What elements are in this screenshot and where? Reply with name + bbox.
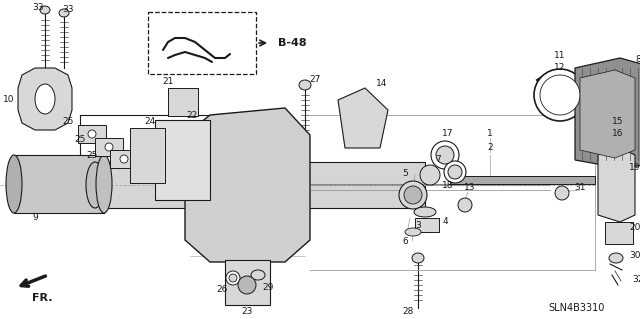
Ellipse shape: [120, 155, 128, 163]
Ellipse shape: [238, 276, 256, 294]
Polygon shape: [580, 70, 635, 158]
Text: 4: 4: [442, 218, 448, 226]
Text: 25: 25: [74, 136, 86, 145]
Ellipse shape: [540, 75, 580, 115]
Ellipse shape: [405, 228, 421, 236]
Ellipse shape: [251, 270, 265, 280]
Bar: [605, 222, 633, 244]
Bar: [110, 150, 138, 168]
Polygon shape: [185, 108, 310, 262]
Bar: [130, 128, 165, 183]
Ellipse shape: [226, 271, 240, 285]
Bar: [168, 88, 198, 116]
Text: 33: 33: [62, 5, 74, 14]
Ellipse shape: [86, 162, 104, 208]
Ellipse shape: [35, 84, 55, 114]
Ellipse shape: [609, 253, 623, 263]
Text: 21: 21: [163, 78, 173, 86]
Text: 1: 1: [487, 129, 493, 137]
Text: 14: 14: [376, 78, 388, 87]
Polygon shape: [18, 68, 72, 130]
Text: 33: 33: [32, 4, 44, 12]
Text: 20: 20: [629, 224, 640, 233]
Ellipse shape: [444, 161, 466, 183]
Text: 10: 10: [3, 94, 15, 103]
Ellipse shape: [88, 130, 96, 138]
Bar: [14, 155, 104, 213]
Bar: [95, 162, 425, 208]
Ellipse shape: [6, 155, 22, 213]
Text: 7: 7: [435, 155, 441, 165]
Polygon shape: [575, 58, 640, 168]
Text: 2: 2: [487, 144, 493, 152]
Text: 28: 28: [403, 308, 413, 316]
Text: 26: 26: [216, 286, 228, 294]
Text: 6: 6: [402, 238, 408, 247]
Polygon shape: [598, 148, 635, 222]
Text: 27: 27: [309, 76, 321, 85]
Bar: [148, 12, 256, 74]
Text: 24: 24: [145, 117, 156, 127]
Ellipse shape: [420, 165, 440, 185]
Bar: [415, 218, 439, 232]
Text: 11: 11: [554, 50, 566, 60]
Ellipse shape: [40, 6, 50, 14]
Ellipse shape: [414, 207, 436, 217]
Bar: [225, 260, 270, 305]
Text: SLN4B3310: SLN4B3310: [548, 303, 604, 313]
Text: 23: 23: [241, 308, 253, 316]
Text: 9: 9: [32, 213, 38, 222]
Text: 15: 15: [612, 117, 624, 127]
Bar: [450, 176, 595, 184]
Ellipse shape: [105, 143, 113, 151]
Ellipse shape: [436, 146, 454, 164]
Polygon shape: [338, 88, 388, 148]
Bar: [78, 125, 106, 143]
Ellipse shape: [59, 9, 69, 17]
Text: B-48: B-48: [278, 38, 307, 48]
Text: 19: 19: [629, 164, 640, 173]
Ellipse shape: [555, 186, 569, 200]
Text: 13: 13: [464, 183, 476, 192]
Text: 29: 29: [262, 284, 274, 293]
Ellipse shape: [96, 155, 112, 213]
Ellipse shape: [534, 69, 586, 121]
Text: 32: 32: [632, 276, 640, 285]
Ellipse shape: [299, 80, 311, 90]
Ellipse shape: [404, 186, 422, 204]
Bar: [95, 138, 123, 156]
Text: FR.: FR.: [32, 293, 52, 303]
Text: 18: 18: [442, 181, 454, 189]
Text: 17: 17: [442, 129, 454, 137]
Ellipse shape: [448, 165, 462, 179]
Text: 8: 8: [635, 56, 640, 64]
Ellipse shape: [399, 181, 427, 209]
Text: 3: 3: [415, 220, 421, 229]
Text: 5: 5: [402, 168, 408, 177]
Bar: [155, 120, 210, 200]
Text: 31: 31: [574, 183, 586, 192]
Ellipse shape: [458, 198, 472, 212]
Ellipse shape: [412, 253, 424, 263]
Ellipse shape: [431, 141, 459, 169]
Text: 25: 25: [62, 117, 74, 127]
Text: 22: 22: [186, 110, 198, 120]
Text: 16: 16: [612, 129, 624, 137]
Text: 25: 25: [86, 151, 98, 160]
Text: 30: 30: [629, 250, 640, 259]
Ellipse shape: [229, 274, 237, 282]
Text: 12: 12: [554, 63, 566, 72]
